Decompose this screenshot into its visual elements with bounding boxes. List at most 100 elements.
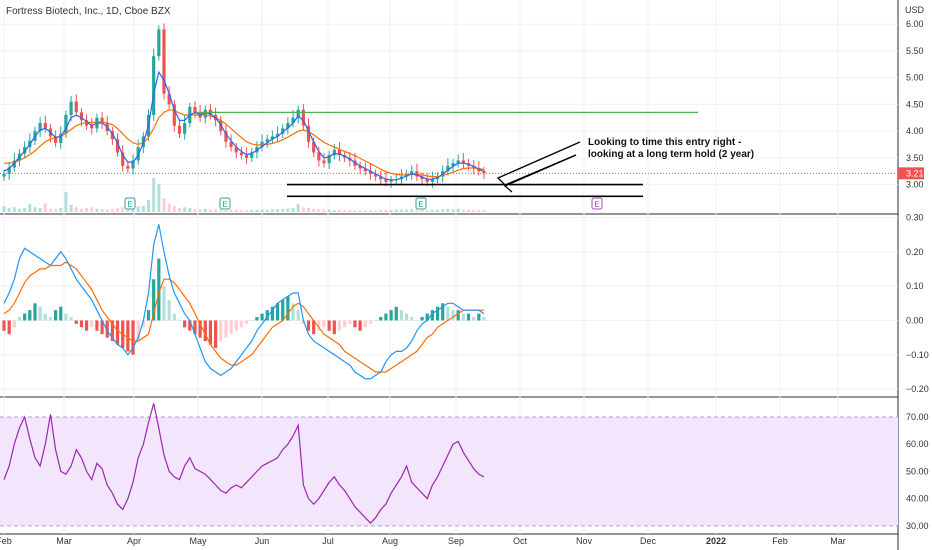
candle-body[interactable] bbox=[250, 152, 254, 158]
candle-body[interactable] bbox=[244, 155, 249, 158]
candle-body[interactable] bbox=[229, 141, 233, 148]
candle-body[interactable] bbox=[420, 176, 424, 180]
candle-body[interactable] bbox=[275, 133, 280, 137]
candle-body[interactable] bbox=[74, 101, 78, 113]
candle-body[interactable] bbox=[384, 179, 388, 182]
macd-histogram-bar bbox=[74, 320, 78, 324]
candle-body[interactable] bbox=[38, 123, 42, 132]
candle-body[interactable] bbox=[456, 160, 460, 164]
candle-body[interactable] bbox=[265, 139, 269, 142]
candle-body[interactable] bbox=[379, 176, 383, 180]
candle-body[interactable] bbox=[322, 160, 326, 164]
macd-histogram-bar bbox=[348, 320, 352, 324]
volume-bar bbox=[224, 210, 228, 212]
candle-body[interactable] bbox=[281, 128, 285, 134]
candle-body[interactable] bbox=[337, 149, 342, 156]
candle-body[interactable] bbox=[183, 123, 187, 134]
candle-body[interactable] bbox=[59, 133, 63, 143]
candle-body[interactable] bbox=[312, 141, 316, 153]
time-tick-label: Jul bbox=[322, 536, 334, 546]
earnings-marker[interactable] bbox=[124, 197, 136, 210]
earnings-marker[interactable] bbox=[415, 197, 427, 210]
candle-body[interactable] bbox=[410, 171, 414, 174]
earnings-marker[interactable] bbox=[219, 197, 231, 210]
candle-body[interactable] bbox=[425, 179, 429, 182]
candle-body[interactable] bbox=[203, 109, 207, 118]
symbol-title[interactable]: Fortress Biotech, Inc., 1D, Cboe BZX bbox=[6, 6, 171, 17]
rsi-tick-label: 60.00 bbox=[906, 439, 929, 449]
candle-body[interactable] bbox=[306, 125, 311, 142]
volume-bar bbox=[430, 210, 434, 212]
volume-bar bbox=[255, 210, 259, 212]
candle-body[interactable] bbox=[296, 109, 300, 118]
volume-bar bbox=[157, 184, 161, 212]
candle-body[interactable] bbox=[482, 171, 486, 174]
annotation-text[interactable]: Looking to time this entry right - bbox=[588, 137, 741, 148]
candle-body[interactable] bbox=[363, 168, 367, 172]
candle-body[interactable] bbox=[332, 149, 336, 156]
volume-bar bbox=[322, 209, 326, 212]
candle-body[interactable] bbox=[177, 125, 182, 134]
candle-body[interactable] bbox=[451, 163, 455, 166]
candle-body[interactable] bbox=[162, 29, 166, 94]
candle-body[interactable] bbox=[131, 160, 135, 169]
candle-body[interactable] bbox=[317, 152, 321, 161]
candle-body[interactable] bbox=[152, 56, 156, 116]
candle-body[interactable] bbox=[327, 155, 331, 164]
time-axis[interactable]: Feb Mar Apr May Jun Jul Aug Sep Oct Nov Dec 2022 Feb… bbox=[0, 536, 846, 546]
candle-body[interactable] bbox=[172, 104, 176, 126]
volume-bar bbox=[291, 208, 295, 212]
drawings[interactable]: Looking to time this entry right -lookin… bbox=[124, 111, 754, 210]
candle-body[interactable] bbox=[157, 29, 161, 57]
candle-body[interactable] bbox=[472, 165, 476, 169]
candle-body[interactable] bbox=[90, 125, 94, 129]
candle-body[interactable] bbox=[270, 136, 274, 140]
price-axis[interactable]: 3.00 3.50 4.00 4.50 5.00 5.50 6.00 0.30 0.20 0.10… bbox=[898, 19, 929, 531]
candle-body[interactable] bbox=[239, 152, 244, 156]
last-price-badge[interactable] bbox=[898, 167, 924, 180]
macd-signal-line bbox=[3, 261, 484, 373]
candle-body[interactable] bbox=[301, 109, 305, 126]
candle-body[interactable] bbox=[110, 131, 114, 140]
volume-bar bbox=[198, 209, 202, 212]
candle-body[interactable] bbox=[461, 160, 465, 164]
annotation-text[interactable]: looking at a long term hold (2 year) bbox=[588, 149, 754, 160]
candle-body[interactable] bbox=[389, 180, 393, 182]
candle-body[interactable] bbox=[167, 93, 171, 105]
candle-body[interactable] bbox=[126, 165, 130, 169]
candle-body[interactable] bbox=[7, 167, 11, 174]
candle-body[interactable] bbox=[234, 147, 238, 153]
candle-body[interactable] bbox=[2, 173, 6, 177]
candle-body[interactable] bbox=[100, 117, 104, 124]
candle-body[interactable] bbox=[430, 179, 434, 182]
macd-tick-label: −0.10 bbox=[906, 350, 929, 360]
candle-body[interactable] bbox=[291, 117, 295, 124]
candle-body[interactable] bbox=[79, 112, 84, 121]
candle-body[interactable] bbox=[368, 171, 373, 174]
candle-body[interactable] bbox=[193, 107, 197, 113]
candle-body[interactable] bbox=[43, 123, 47, 129]
candle-body[interactable] bbox=[446, 165, 450, 172]
candle-body[interactable] bbox=[54, 136, 58, 143]
volume-bar bbox=[363, 210, 367, 212]
macd-histogram-bar bbox=[17, 317, 22, 321]
volume-bar bbox=[410, 209, 414, 212]
volume-bar bbox=[193, 208, 197, 212]
candle-body[interactable] bbox=[121, 152, 125, 166]
macd-histogram-bar bbox=[90, 320, 94, 328]
candle-body[interactable] bbox=[358, 165, 362, 169]
volume-bar bbox=[307, 208, 311, 212]
callout-arrow[interactable] bbox=[496, 141, 581, 186]
candle-body[interactable] bbox=[115, 139, 120, 153]
candle-body[interactable] bbox=[477, 168, 481, 172]
volume-bar bbox=[121, 207, 125, 212]
candle-body[interactable] bbox=[69, 101, 73, 116]
candle-body[interactable] bbox=[224, 131, 228, 142]
candle-body[interactable] bbox=[374, 173, 378, 177]
candlesticks[interactable] bbox=[2, 23, 486, 188]
volume-bar bbox=[353, 210, 357, 212]
candle-body[interactable] bbox=[286, 123, 290, 129]
candle-body[interactable] bbox=[64, 115, 68, 134]
earnings-marker[interactable] bbox=[591, 197, 603, 210]
volume-bar bbox=[152, 178, 156, 212]
